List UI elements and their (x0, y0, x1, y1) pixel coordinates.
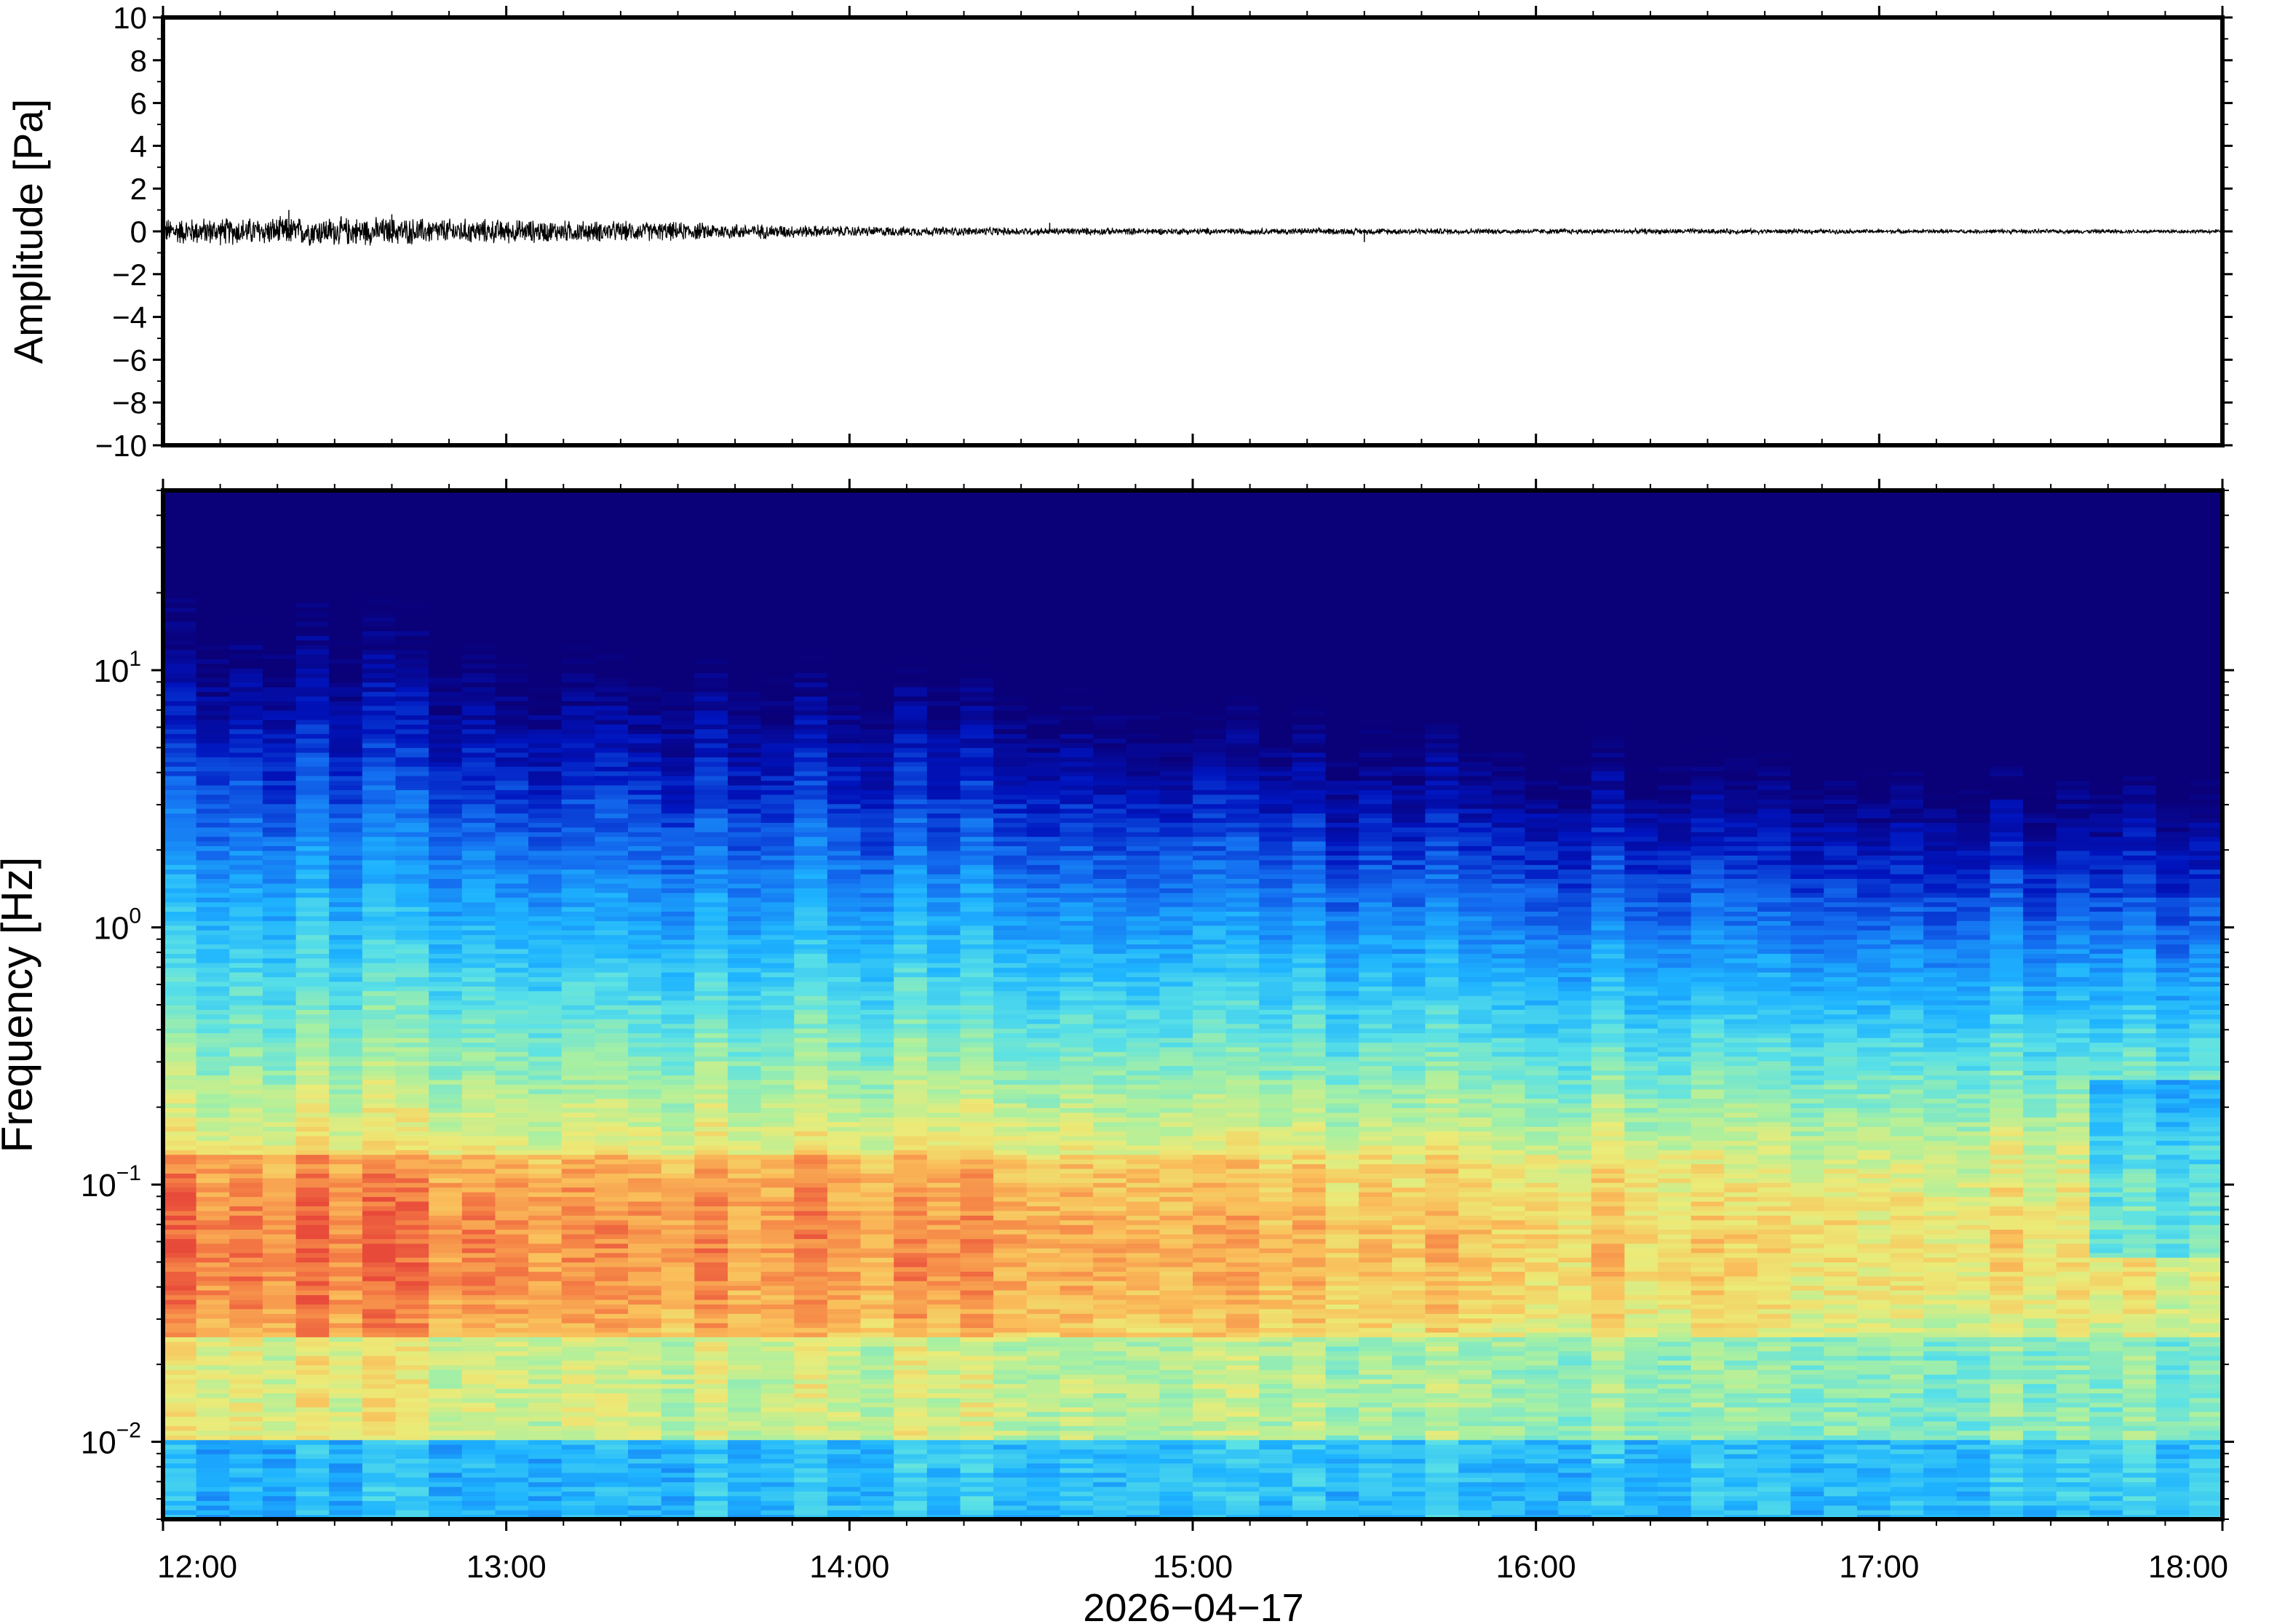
spectrogram-column (1093, 490, 1127, 1519)
spectrogram-column (1458, 490, 1493, 1519)
spectrogram-column (661, 490, 695, 1519)
waveform-y-tick-label: 8 (130, 44, 147, 78)
waveform-y-tick-label: −8 (112, 386, 147, 420)
spectrogram-column (2056, 490, 2090, 1519)
waveform-y-tick-label: 6 (130, 87, 147, 121)
spectrogram-column (329, 490, 363, 1519)
spectrogram-column (1359, 490, 1393, 1519)
spectrogram-column (1193, 490, 1227, 1519)
waveform-y-tick-label: −6 (112, 343, 147, 377)
spectrogram-column (827, 490, 862, 1519)
spectrogram-column (2123, 490, 2157, 1519)
spectrogram-column (760, 490, 795, 1519)
waveform-y-tick-label: 10 (113, 1, 147, 35)
spectrogram-column (429, 490, 463, 1519)
spectrogram-column (1126, 490, 1160, 1519)
spectrogram-x-tick-labels: 12:00 13:00 14:00 15:00 16:00 17:00 18:00 (157, 1549, 2228, 1585)
spectrogram-y-tick-label: 10−2 (81, 1419, 141, 1461)
spectrogram-column (2023, 490, 2057, 1519)
spectrogram-y-tick-labels: 101 100 10−1 10−2 (81, 647, 141, 1461)
spectrogram-column (1159, 490, 1193, 1519)
spectrogram-column (1990, 490, 2024, 1519)
spectrogram-panel: 101 100 10−1 10−2 12:00 13:00 14:00 15:00 16:00… (0, 479, 2234, 1624)
spectrogram-column (993, 490, 1028, 1519)
spectrogram-frame (161, 488, 2225, 1521)
spectrogram-column (1757, 490, 1792, 1519)
spectrogram-column (1658, 490, 1692, 1519)
spectrogram-column (1624, 490, 1658, 1519)
spectrogram-column (2155, 490, 2190, 1519)
spectrogram-x-tick-label: 17:00 (1839, 1549, 1919, 1585)
waveform-y-tick-label: 2 (130, 172, 147, 206)
spectrogram-column (1856, 490, 1891, 1519)
spectrogram-column (561, 490, 595, 1519)
waveform-y-tick-label: −10 (95, 429, 147, 463)
spectrogram-column (262, 490, 297, 1519)
spectrogram-column (595, 490, 629, 1519)
spectrogram-column (1790, 490, 1824, 1519)
spectrogram-column (1425, 490, 1459, 1519)
spectrogram-column (1491, 490, 1525, 1519)
spectrogram-column (229, 490, 263, 1519)
spectrogram-column (960, 490, 994, 1519)
spectrogram-column (1259, 490, 1293, 1519)
waveform-y-tick-label: 4 (130, 129, 147, 163)
spectrogram-column (1225, 490, 1260, 1519)
spectrogram-column (1824, 490, 1858, 1519)
spectrogram-column (362, 490, 397, 1519)
spectrogram-column (395, 490, 429, 1519)
spectrogram-y-tick-label: 101 (93, 647, 141, 689)
spectrogram-column (1890, 490, 1924, 1519)
spectrogram-column (1558, 490, 1592, 1519)
spectrogram-column (794, 490, 828, 1519)
spectrogram-column (1391, 490, 1426, 1519)
spectrogram-heatmap (163, 490, 2222, 1519)
spectrogram-column (461, 490, 496, 1519)
spectrogram-column (1724, 490, 1758, 1519)
waveform-y-tick-label: −4 (112, 300, 147, 335)
spectrogram-column (860, 490, 894, 1519)
spectrogram-column (1956, 490, 1990, 1519)
spectrogram-column (163, 490, 197, 1519)
waveform-y-tick-labels: 10 8 6 4 2 0 −2 −4 −6 −8 −10 (95, 1, 147, 463)
spectrogram-x-tick-label: 18:00 (2148, 1549, 2228, 1585)
spectrogram-column (694, 490, 728, 1519)
spectrogram-column (2189, 490, 2222, 1519)
waveform-frame (161, 15, 2225, 447)
spectrogram-column (295, 490, 330, 1519)
spectrogram-x-tick-label: 12:00 (157, 1549, 237, 1585)
spectrogram-column (1292, 490, 1327, 1519)
spectrogram-x-tick-label: 16:00 (1496, 1549, 1576, 1585)
spectrogram-column (628, 490, 662, 1519)
spectrogram-y-axis-label: Frequency [Hz] (0, 857, 41, 1153)
spectrogram-column (894, 490, 928, 1519)
spectrogram-column (1923, 490, 1958, 1519)
spectrogram-column (528, 490, 563, 1519)
spectrogram-column (1525, 490, 1559, 1519)
spectrogram-column (728, 490, 762, 1519)
spectrogram-column (495, 490, 529, 1519)
waveform-y-tick-label: 0 (130, 215, 147, 249)
spectrogram-column (1591, 490, 1625, 1519)
spectrogram-x-axis-label: 2026−04−17 (1083, 1586, 1303, 1624)
waveform-panel: 10 8 6 4 2 0 −2 −4 −6 −8 −10 Amplitude [Pa] (5, 1, 2233, 463)
spectrogram-y-tick-label: 100 (93, 904, 141, 947)
spectrogram-column (1060, 490, 1094, 1519)
waveform-trace (163, 210, 2222, 246)
spectrogram-y-tick-label: 10−1 (81, 1161, 141, 1203)
spectrogram-column (926, 490, 961, 1519)
waveform-y-axis-label: Amplitude [Pa] (5, 99, 51, 364)
spectrogram-column (1325, 490, 1359, 1519)
spectrogram-column (1690, 490, 1725, 1519)
waveform-y-tick-label: −2 (112, 258, 147, 292)
spectrogram-column (2089, 490, 2123, 1519)
spectrogram-x-tick-label: 14:00 (809, 1549, 889, 1585)
spectrogram-x-tick-label: 15:00 (1153, 1549, 1233, 1585)
spectrogram-x-tick-label: 13:00 (466, 1549, 547, 1585)
waveform-line (163, 215, 2222, 246)
spectrogram-column (196, 490, 230, 1519)
spectrogram-column (1026, 490, 1060, 1519)
